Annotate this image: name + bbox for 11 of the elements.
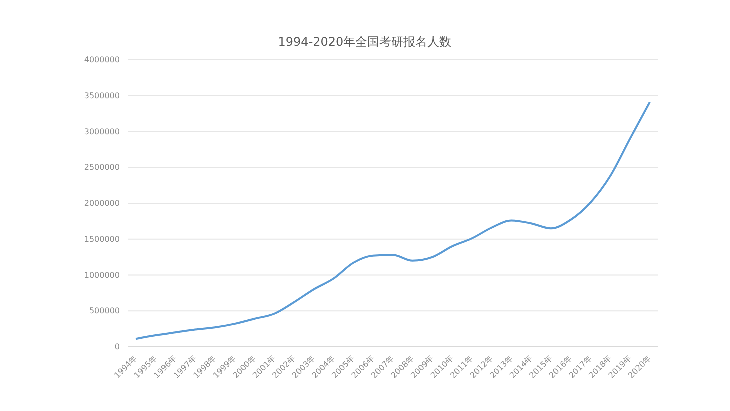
y-tick-label: 3000000	[84, 127, 120, 136]
chart-title: 1994-2020年全国考研报名人数	[278, 35, 452, 49]
y-tick-label: 2000000	[84, 199, 120, 208]
y-tick-label: 2500000	[84, 163, 120, 172]
y-tick-label: 1000000	[84, 270, 120, 280]
y-tick-label: 0	[114, 342, 120, 352]
line-series	[135, 101, 651, 340]
y-tick-label: 500000	[89, 306, 120, 316]
y-tick-label: 3500000	[84, 91, 120, 100]
y-tick-label: 4000000	[84, 56, 120, 65]
y-tick-label: 1500000	[84, 234, 120, 244]
